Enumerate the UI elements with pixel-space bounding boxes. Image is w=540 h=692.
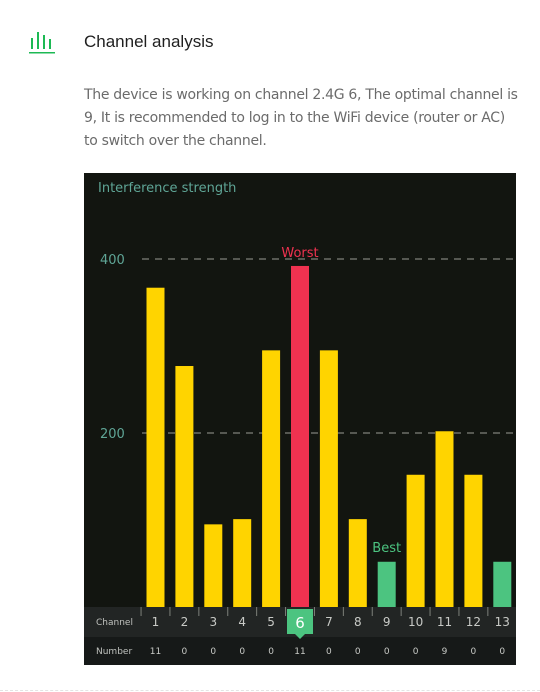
bar-channel-4 — [233, 519, 252, 607]
x-tick-label: 7 — [325, 615, 333, 629]
number-cell: 11 — [294, 647, 305, 657]
x-tick-label: 10 — [408, 615, 423, 629]
bar-channel-1 — [146, 287, 165, 607]
x-tick-label: 6 — [295, 614, 305, 632]
chart-title: Interference strength — [98, 181, 236, 196]
x-tick-label: 12 — [466, 615, 481, 629]
number-cell: 0 — [355, 647, 361, 657]
number-cell: 9 — [442, 647, 448, 657]
bar-channel-12 — [464, 474, 483, 607]
x-tick-label: 3 — [209, 615, 217, 629]
x-tick-label: 4 — [238, 615, 246, 629]
bar-channel-7 — [319, 350, 338, 607]
x-tick-label: 9 — [383, 615, 391, 629]
number-cell: 0 — [471, 647, 477, 657]
number-cell: 11 — [150, 647, 161, 657]
signal-bars-icon — [29, 32, 55, 54]
interference-chart: Interference strength 200 400 Worst Best Chan… — [84, 173, 516, 665]
worst-label: Worst — [281, 246, 318, 261]
x-tick-label: 13 — [495, 615, 510, 629]
bar-channel-13 — [493, 561, 512, 607]
bar-channel-3 — [204, 524, 223, 607]
bar-channel-8 — [348, 519, 367, 607]
current-channel-highlight — [287, 609, 313, 634]
bar-channel-5 — [262, 350, 281, 607]
section-divider — [0, 690, 540, 691]
x-tick-label: 5 — [267, 615, 275, 629]
current-channel-pointer — [295, 634, 305, 639]
channel-row-label: Channel — [96, 618, 133, 628]
x-tick-label: 11 — [437, 615, 452, 629]
y-tick-label: 400 — [100, 253, 125, 268]
y-tick-label: 200 — [100, 427, 125, 442]
channel-recommendation-text: The device is working on channel 2.4G 6,… — [84, 87, 518, 149]
x-tick-label: 2 — [181, 615, 189, 629]
number-row-background — [84, 637, 516, 665]
number-cell: 0 — [384, 647, 390, 657]
number-row-label: Number — [96, 647, 132, 657]
x-tick-label: 8 — [354, 615, 362, 629]
number-cell: 0 — [182, 647, 188, 657]
x-tick-label: 1 — [152, 615, 160, 629]
bar-channel-9 — [377, 561, 396, 607]
number-cell: 0 — [499, 647, 505, 657]
bar-channel-2 — [175, 366, 194, 607]
number-cell: 0 — [326, 647, 332, 657]
section-title: Channel analysis — [84, 32, 214, 51]
number-cell: 0 — [239, 647, 245, 657]
best-label: Best — [372, 541, 401, 556]
bar-channel-11 — [435, 431, 454, 607]
bar-channel-6 — [291, 265, 309, 607]
number-cell: 0 — [210, 647, 216, 657]
number-cell: 0 — [413, 647, 419, 657]
bar-channel-10 — [406, 474, 425, 607]
number-cell: 0 — [268, 647, 274, 657]
